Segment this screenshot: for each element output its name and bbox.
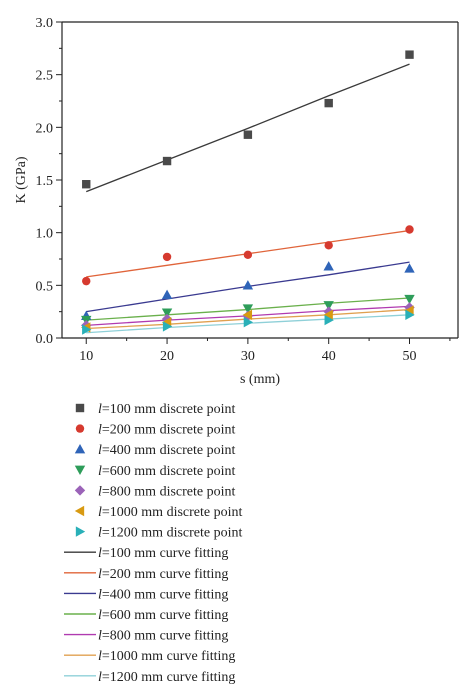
- data-point-s7: [82, 324, 92, 335]
- fit-line-1: [86, 63, 410, 193]
- data-point-s2: [243, 250, 253, 259]
- x-tick-label: 40: [322, 349, 336, 364]
- legend-label: l=100 mm discrete point: [98, 402, 235, 417]
- legend-label: l=200 mm curve fitting: [98, 567, 228, 582]
- data-point-s7: [243, 317, 254, 328]
- data-point-s3: [323, 261, 334, 271]
- y-tick-label: 2.5: [36, 69, 54, 84]
- data-point-s7: [405, 309, 415, 321]
- y-tick-label: 1.0: [36, 227, 54, 242]
- legend-marker: [75, 403, 85, 413]
- y-tick-label: 0.5: [36, 279, 54, 294]
- x-tick-label: 20: [160, 349, 174, 364]
- data-point-s4: [161, 308, 173, 318]
- data-point-s2: [405, 225, 414, 234]
- data-point-s1: [405, 50, 414, 59]
- legend-marker: [74, 444, 86, 454]
- data-point-s2: [324, 241, 333, 250]
- data-point-s4: [242, 304, 254, 314]
- data-point-s2: [82, 276, 91, 286]
- data-point-s2: [162, 252, 172, 262]
- legend-marker: [74, 465, 86, 475]
- y-tick-label: 2.0: [36, 121, 54, 136]
- legend-label: l=800 mm curve fitting: [98, 629, 228, 644]
- legend-marker: [75, 526, 86, 537]
- x-axis-label: s (mm): [240, 372, 280, 387]
- data-point-s7: [324, 314, 334, 326]
- legend-marker: [74, 505, 85, 517]
- legend-marker: [74, 485, 86, 496]
- data-point-s1: [82, 180, 91, 189]
- data-point-s3: [242, 280, 254, 290]
- x-tick-label: 30: [241, 349, 255, 364]
- legend-label: l=400 mm discrete point: [98, 443, 235, 458]
- legend-marker: [75, 424, 85, 433]
- y-axis-label: K (GPa): [14, 156, 29, 203]
- y-tick-label: 1.5: [36, 174, 54, 189]
- data-point-s6: [323, 309, 333, 321]
- data-point-s1: [162, 156, 172, 166]
- data-point-s3: [404, 263, 415, 273]
- legend-label: l=100 mm curve fitting: [98, 546, 228, 561]
- data-point-s4: [323, 301, 334, 311]
- legend-label: l=1000 mm discrete point: [98, 505, 242, 520]
- x-tick-label: 50: [403, 349, 417, 364]
- data-point-s3: [161, 289, 173, 299]
- legend-label: l=600 mm discrete point: [98, 464, 235, 479]
- data-point-s1: [243, 130, 253, 139]
- legend-label: l=400 mm curve fitting: [98, 587, 228, 602]
- legend-label: l=1000 mm curve fitting: [98, 649, 235, 664]
- x-tick-label: 10: [79, 349, 93, 364]
- data-point-s6: [242, 309, 253, 321]
- y-tick-label: 0.0: [36, 332, 54, 347]
- data-point-s4: [404, 294, 415, 305]
- legend-label: l=1200 mm discrete point: [98, 526, 242, 541]
- y-tick-label: 3.0: [36, 16, 54, 31]
- legend-label: l=600 mm curve fitting: [98, 608, 228, 623]
- data-point-s7: [162, 321, 173, 332]
- legend-label: l=200 mm discrete point: [98, 423, 235, 438]
- legend-label: l=1200 mm curve fitting: [98, 670, 235, 685]
- data-point-s1: [324, 98, 333, 108]
- legend-label: l=800 mm discrete point: [98, 484, 235, 499]
